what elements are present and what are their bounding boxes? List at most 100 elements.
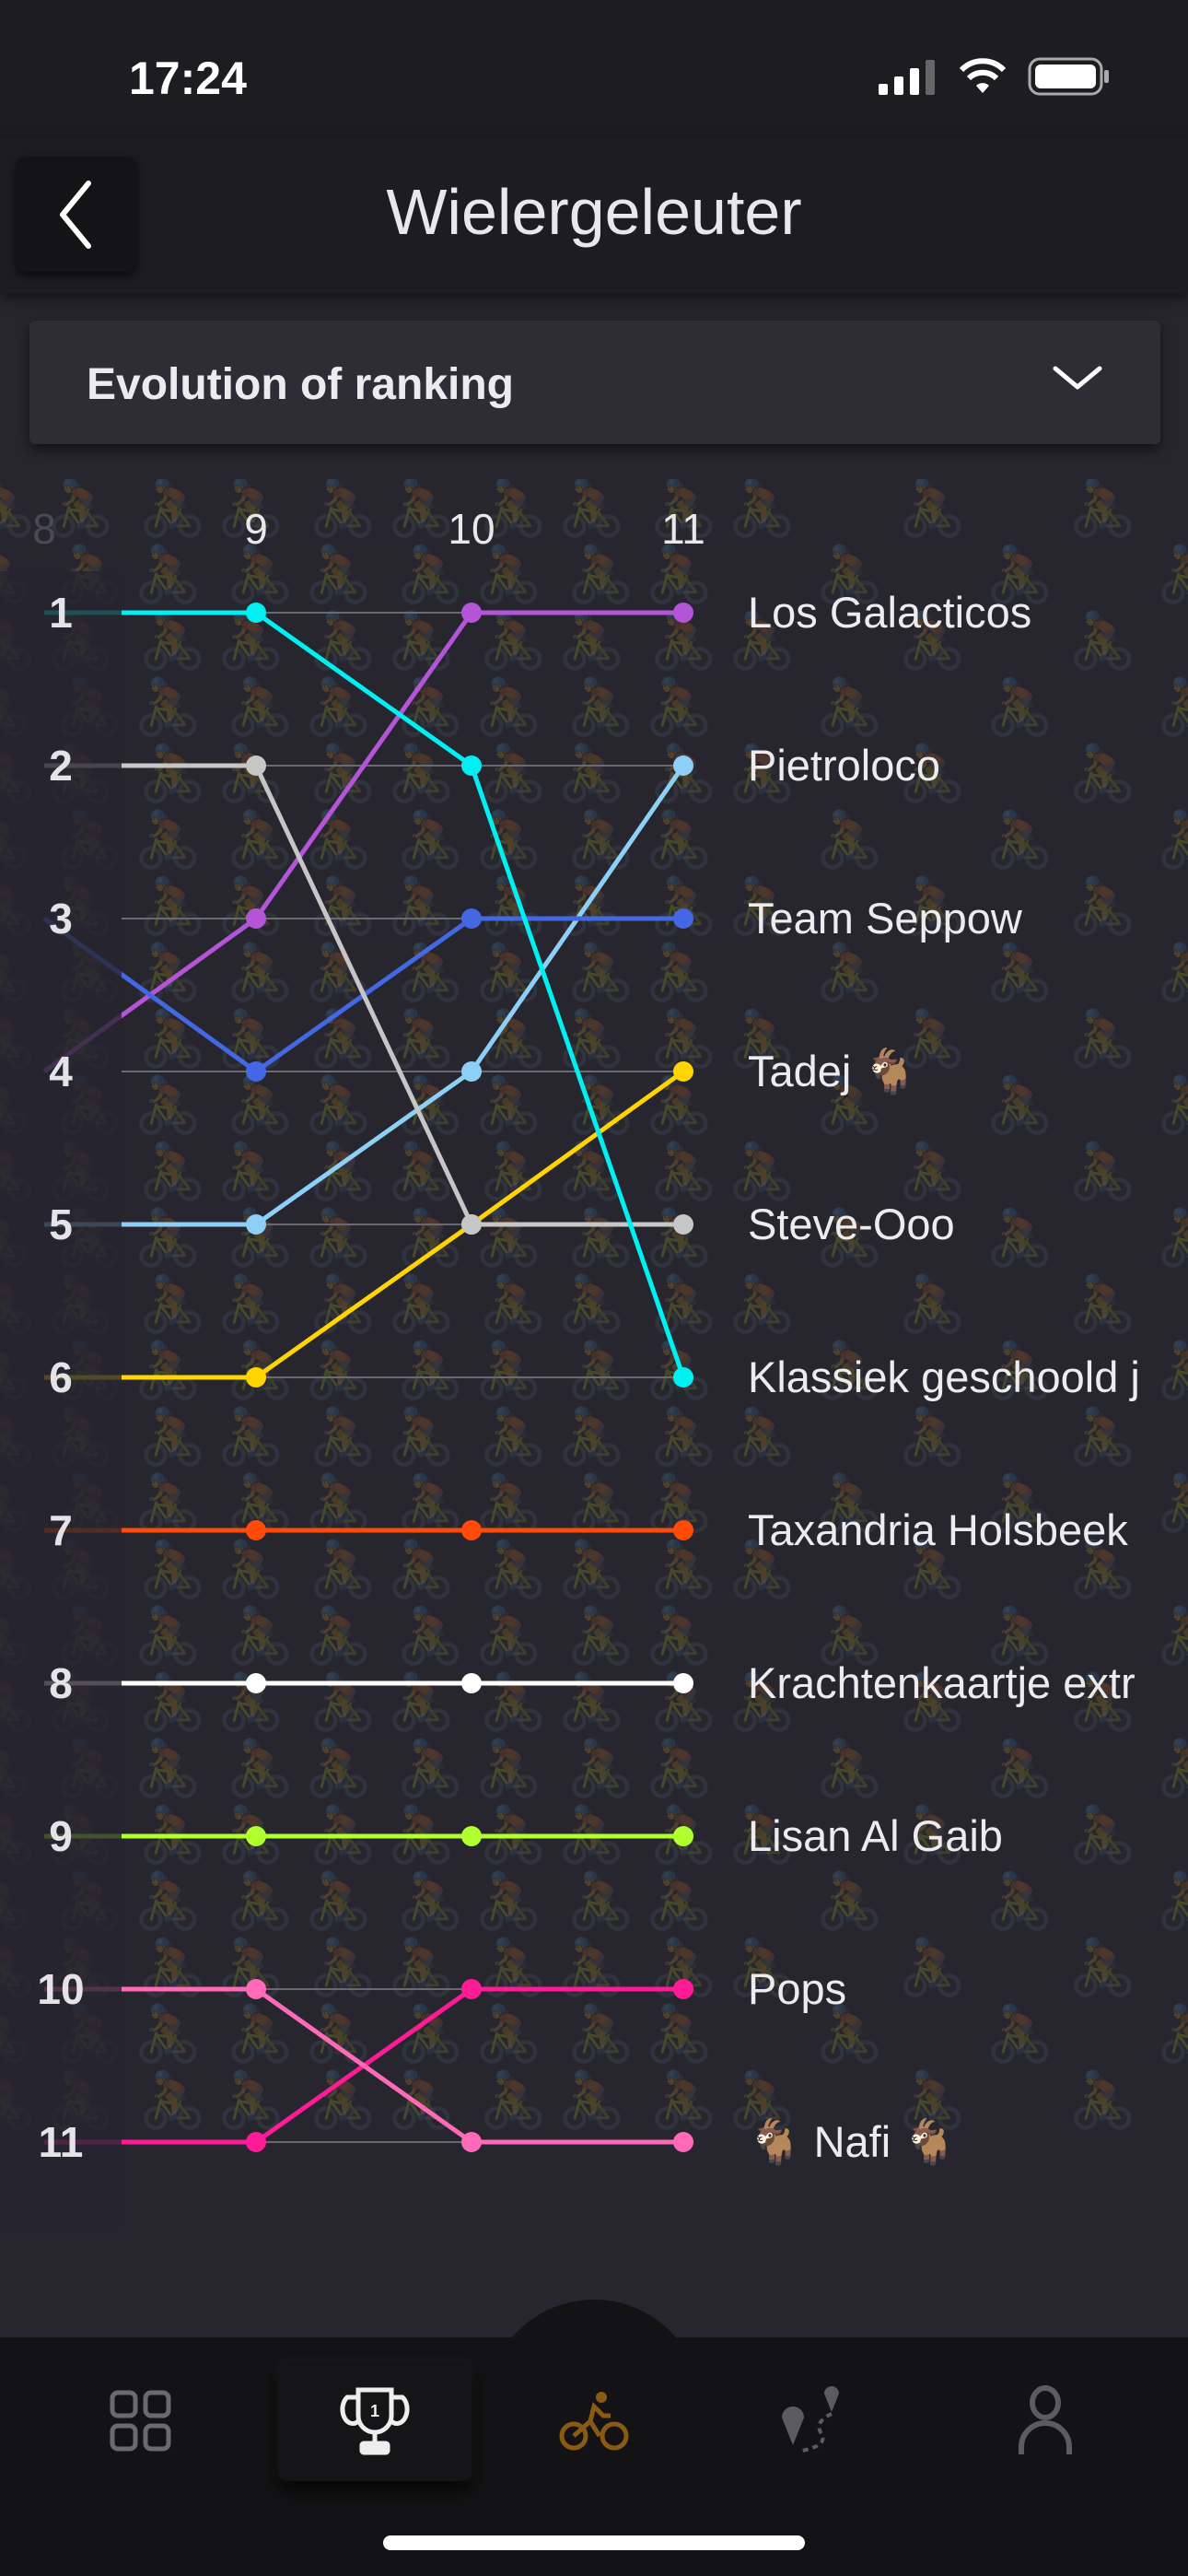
bike-pattern-icon: 🚴	[1156, 808, 1188, 872]
bike-pattern-icon: 🚴	[396, 941, 465, 1004]
data-point[interactable]	[461, 1979, 482, 1999]
nav-ranking[interactable]: 1	[278, 2361, 472, 2481]
data-point[interactable]	[246, 2132, 266, 2152]
chevron-left-icon	[60, 180, 91, 249]
bike-pattern-icon: 🚴	[645, 1737, 714, 1800]
bike-pattern-icon: 🚴	[557, 1140, 626, 1203]
bike-pattern-icon: 🚴	[387, 874, 456, 938]
chart-type-dropdown[interactable]: Evolution of ranking	[29, 321, 1160, 444]
bike-pattern-icon: 🚴	[649, 1405, 718, 1469]
bike-pattern-icon: 🚴	[474, 808, 543, 872]
data-point[interactable]	[246, 603, 266, 623]
data-point[interactable]	[461, 603, 482, 623]
team-label: Pops	[748, 1964, 846, 2013]
data-point[interactable]	[246, 1061, 266, 1082]
bike-pattern-icon: 🚴	[479, 479, 548, 540]
bike-pattern-icon: 🚴	[1156, 1206, 1188, 1270]
bike-pattern-icon: 🚴	[304, 1604, 373, 1668]
data-point[interactable]	[461, 1061, 482, 1082]
data-point[interactable]	[673, 1979, 693, 1999]
bike-pattern-icon: 🚴	[474, 941, 543, 1004]
bike-pattern-icon: 🚴	[898, 479, 967, 540]
data-point[interactable]	[461, 1520, 482, 1540]
rank-label: 10	[37, 1965, 84, 2013]
bike-pattern-icon: 🚴	[645, 2002, 714, 2066]
data-point[interactable]	[461, 1826, 482, 1846]
bike-pattern-icon: 🚴	[1068, 742, 1137, 805]
bike-pattern-icon: 🚴	[1156, 675, 1188, 739]
bike-pattern-icon: 🚴	[985, 1869, 1054, 1933]
back-button[interactable]	[17, 157, 136, 272]
bike-pattern-icon: 🚴	[134, 1604, 203, 1668]
bike-pattern-icon: 🚴	[1156, 1339, 1188, 1402]
data-point[interactable]	[673, 603, 693, 623]
bike-pattern-icon: 🚴	[1068, 1405, 1137, 1469]
bike-pattern-icon: 🚴	[1068, 1670, 1137, 1734]
bike-pattern-icon: 🚴	[304, 2002, 373, 2066]
home-indicator[interactable]	[383, 2535, 805, 2550]
bike-pattern-icon: 🚴	[138, 1405, 207, 1469]
nav-profile[interactable]	[949, 2361, 1142, 2481]
data-point[interactable]	[673, 1214, 693, 1235]
bike-pattern-icon: 🚴	[985, 1339, 1054, 1402]
bike-pattern-icon: 🚴	[1068, 1272, 1137, 1336]
bike-pattern-icon: 🚴	[1068, 1538, 1137, 1601]
bike-pattern-icon: 🚴	[309, 874, 378, 938]
bike-pattern-icon: 🚴	[474, 675, 543, 739]
data-point[interactable]	[461, 1214, 482, 1235]
data-point[interactable]	[673, 1367, 693, 1388]
bike-pattern-icon: 🚴	[387, 1007, 456, 1071]
bike-pattern-icon: 🚴	[566, 675, 635, 739]
data-point[interactable]	[246, 1673, 266, 1693]
bike-pattern-icon: 🚴	[649, 2068, 718, 2132]
bike-pattern-icon: 🚴	[728, 609, 797, 673]
data-point[interactable]	[673, 2132, 693, 2152]
data-point[interactable]	[246, 1214, 266, 1235]
bike-pattern-icon: 🚴	[985, 1604, 1054, 1668]
data-point[interactable]	[461, 755, 482, 776]
bike-pattern-icon: 🚴	[387, 609, 456, 673]
data-point[interactable]	[673, 1520, 693, 1540]
data-point[interactable]	[673, 1673, 693, 1693]
nav-dashboard[interactable]	[44, 2361, 238, 2481]
rank-label: 8	[49, 1659, 73, 1707]
bike-pattern-icon: 🚴	[898, 1803, 967, 1867]
bike-pattern-icon: 🚴	[138, 742, 207, 805]
series-5: Klassiek geschoold j	[44, 603, 1140, 1401]
nav-ride[interactable]	[497, 2361, 691, 2481]
bike-pattern-icon: 🚴	[387, 1405, 456, 1469]
bike-pattern-icon: 🚴	[566, 1339, 635, 1402]
bike-pattern-icon: 🚴	[304, 675, 373, 739]
data-point[interactable]	[461, 2132, 482, 2152]
data-point[interactable]	[246, 1520, 266, 1540]
bike-pattern-icon: 🚴	[474, 1073, 543, 1137]
series-4: Steve-Ooo	[44, 755, 955, 1248]
bike-pattern-icon: 🚴	[387, 1538, 456, 1601]
data-point[interactable]	[246, 1826, 266, 1846]
data-point[interactable]	[673, 1061, 693, 1082]
data-point[interactable]	[246, 1367, 266, 1388]
data-point[interactable]	[673, 908, 693, 929]
data-point[interactable]	[461, 908, 482, 929]
bike-pattern-icon: 🚴	[566, 2002, 635, 2066]
bike-pattern-icon: 🚴	[216, 1140, 285, 1203]
bike-pattern-icon: 🚴	[985, 543, 1054, 606]
data-point[interactable]	[246, 755, 266, 776]
bike-pattern-icon: 🚴	[134, 1869, 203, 1933]
data-point[interactable]	[673, 1826, 693, 1846]
status-bar: 17:24	[0, 0, 1188, 138]
bike-pattern-icon: 🚴	[645, 1869, 714, 1933]
data-point[interactable]	[461, 1673, 482, 1693]
nav-routes[interactable]	[715, 2361, 908, 2481]
bike-pattern-icon: 🚴	[566, 808, 635, 872]
team-label: Pietroloco	[748, 741, 940, 790]
data-point[interactable]	[246, 908, 266, 929]
bike-pattern-icon: 🚴	[728, 874, 797, 938]
team-label: Taxandria Holsbeek	[748, 1505, 1128, 1554]
team-label: Lisan Al Gaib	[748, 1811, 1003, 1860]
bike-pattern-icon: 🚴	[479, 742, 548, 805]
data-point[interactable]	[246, 1979, 266, 1999]
user-icon	[1019, 2385, 1072, 2454]
data-point[interactable]	[673, 755, 693, 776]
round-label: 9	[244, 505, 268, 553]
